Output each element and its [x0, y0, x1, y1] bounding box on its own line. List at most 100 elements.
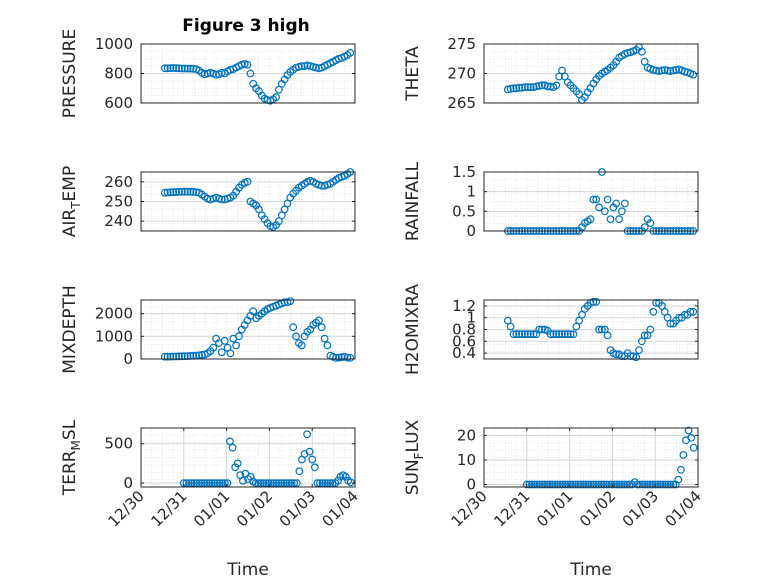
data-point — [594, 480, 603, 489]
data-point — [238, 476, 247, 485]
data-point — [172, 188, 181, 197]
series-3 — [160, 168, 355, 232]
subplot-2: 265 270 275 THETA — [403, 35, 699, 112]
data-point — [623, 480, 631, 489]
data-point — [592, 297, 601, 306]
data-point — [615, 480, 624, 489]
data-point — [180, 64, 189, 73]
data-point — [677, 465, 685, 474]
data-point — [641, 480, 649, 489]
data-point — [272, 479, 281, 488]
data-point — [256, 479, 265, 488]
data-point — [169, 188, 178, 197]
x-tick-label: 01/03 — [619, 487, 662, 530]
axes-box-8 — [483, 427, 699, 488]
data-point — [655, 67, 663, 75]
data-point — [548, 480, 557, 489]
data-point — [574, 480, 583, 489]
data-point — [689, 443, 698, 452]
data-point — [546, 330, 555, 339]
y-tick-label: 1 — [466, 183, 476, 201]
y-tick-label: 0 — [466, 222, 476, 240]
data-point — [318, 479, 327, 488]
data-point — [679, 451, 688, 459]
data-point — [259, 479, 268, 488]
data-point — [628, 480, 636, 489]
data-point — [522, 480, 531, 489]
subplot-1: 600 800 1000 PRESSURE — [60, 29, 356, 118]
data-point — [646, 219, 655, 228]
data-point — [320, 334, 329, 343]
data-point — [277, 479, 286, 488]
data-point — [552, 330, 561, 339]
data-point — [592, 480, 600, 489]
data-point — [638, 480, 647, 489]
data-point — [533, 480, 541, 489]
data-point — [209, 343, 218, 352]
y-tick-label: 260 — [104, 173, 133, 191]
data-point — [635, 346, 643, 355]
data-point — [297, 341, 306, 350]
y-tick-label: 0 — [123, 474, 133, 492]
data-point — [177, 187, 186, 196]
data-point — [286, 297, 295, 306]
subplot-6: 0.40.60.811.2 H2OMIXRA — [403, 284, 699, 375]
data-point — [635, 480, 644, 489]
data-point — [640, 223, 649, 232]
data-point — [346, 354, 355, 362]
data-point — [617, 480, 626, 489]
data-point — [589, 480, 598, 489]
data-point — [208, 479, 216, 488]
data-point — [602, 480, 611, 489]
y-tick-label: 1000 — [95, 327, 133, 345]
data-point — [518, 330, 526, 339]
data-point — [228, 443, 237, 452]
series-2 — [503, 43, 698, 104]
data-point — [543, 480, 552, 489]
data-point — [308, 455, 317, 464]
data-point — [274, 479, 283, 488]
data-point — [618, 207, 626, 216]
data-point — [538, 81, 546, 90]
data-point — [202, 479, 211, 488]
y-tick-label: 600 — [104, 94, 133, 112]
data-point — [282, 479, 291, 488]
data-point — [175, 352, 183, 361]
ylabel-5: MIXDEPTH — [60, 285, 80, 374]
data-point — [280, 298, 289, 307]
series-6 — [503, 297, 698, 362]
data-point — [213, 479, 222, 488]
ylabel-4: RAINFALL — [403, 161, 423, 241]
data-point — [689, 307, 698, 316]
data-point — [189, 187, 198, 196]
subplot-8: 0 10 20 12/30 12/31 01/01 01/02 01/03 01/04 Time S… — [403, 419, 705, 580]
y-tick-label: 1000 — [95, 35, 133, 53]
x-tick-label: 12/31 — [147, 487, 190, 530]
y-tick-label: 0 — [123, 350, 133, 368]
data-point — [528, 480, 536, 489]
y-tick-label: 0 — [466, 476, 476, 494]
data-point — [661, 480, 670, 489]
x-tick-label: 12/30 — [448, 487, 491, 530]
data-point — [656, 480, 665, 489]
series-5 — [160, 297, 355, 362]
y-tick-label: 1.2 — [452, 297, 476, 315]
data-point — [659, 480, 667, 489]
data-point — [197, 479, 206, 488]
y-tick-label: 0.5 — [452, 202, 476, 220]
data-point — [269, 479, 278, 488]
data-point — [160, 352, 169, 361]
data-point — [526, 330, 535, 339]
x-tick-label: 12/31 — [490, 487, 533, 530]
data-point — [215, 479, 224, 488]
data-point — [295, 467, 304, 476]
data-point — [292, 479, 301, 488]
data-point — [521, 330, 529, 339]
data-point — [243, 177, 252, 186]
ylabel-7: TERRMSL — [60, 419, 83, 496]
data-point — [321, 479, 329, 488]
y-tick-label: 0.4 — [452, 344, 476, 362]
data-point — [166, 64, 175, 73]
